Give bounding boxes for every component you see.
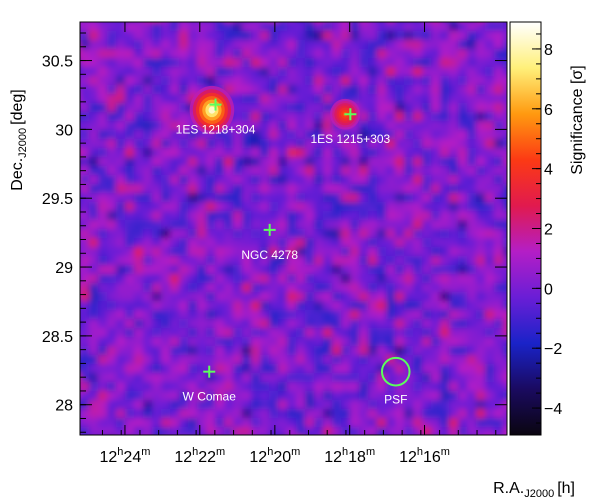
x-tick-label: 12h16m	[399, 446, 450, 466]
y-axis-title: Dec.J2000[deg]	[9, 89, 29, 190]
source-label: NGC 4278	[241, 248, 298, 262]
y-tick-label: 29	[55, 260, 73, 277]
y-tick-label: 30.5	[42, 54, 73, 71]
psf-label: PSF	[384, 393, 407, 407]
y-tick-label: 28.5	[42, 329, 73, 346]
x-axis-ticks: 12h24m 12h22m 12h20m 12h18m 12h16m	[100, 22, 497, 466]
colorbar-tick-label: −4	[544, 401, 562, 418]
source-label: W Comae	[183, 390, 237, 404]
x-tick-label: 12h18m	[324, 446, 375, 466]
source-label: 1ES 1215+303	[310, 132, 390, 146]
colorbar-tick-label: −2	[544, 341, 562, 358]
x-tick-label: 12h22m	[174, 446, 225, 466]
colorbar-ticks: −4 −2 0 2 4 6 8	[532, 33, 562, 424]
y-axis-ticks: 28 28.5 29 29.5 30 30.5	[42, 32, 507, 433]
x-tick-label: 12h20m	[249, 446, 300, 466]
source-label: 1ES 1218+304	[176, 123, 256, 137]
colorbar-tick-label: 6	[544, 102, 553, 119]
y-tick-label: 28	[55, 398, 73, 415]
colorbar-tick-label: 8	[544, 42, 553, 59]
psf-circle	[380, 356, 411, 387]
x-tick-label: 12h24m	[100, 446, 151, 466]
colorbar-tick-label: 4	[544, 162, 553, 179]
x-axis-title: R.A.J2000 [h]	[493, 480, 575, 500]
plot-frame	[79, 21, 508, 436]
source-marker: 1ES 1218+304	[176, 98, 256, 137]
colorbar-tick-label: 2	[544, 222, 553, 239]
colorbar-title: Significance [σ]	[569, 65, 586, 174]
y-tick-label: 29.5	[42, 191, 73, 208]
significance-map	[80, 22, 507, 435]
source-marker: NGC 4278	[241, 223, 298, 262]
source-markers: 1ES 1218+304 1ES 1215+303 NGC 4278 W Comae P…	[176, 98, 411, 407]
source-marker: W Comae	[183, 365, 237, 404]
source-marker: 1ES 1215+303	[310, 108, 391, 146]
hotspot-0	[189, 85, 235, 135]
colorbar-tick-label: 0	[544, 281, 553, 298]
y-tick-label: 30	[55, 122, 73, 139]
